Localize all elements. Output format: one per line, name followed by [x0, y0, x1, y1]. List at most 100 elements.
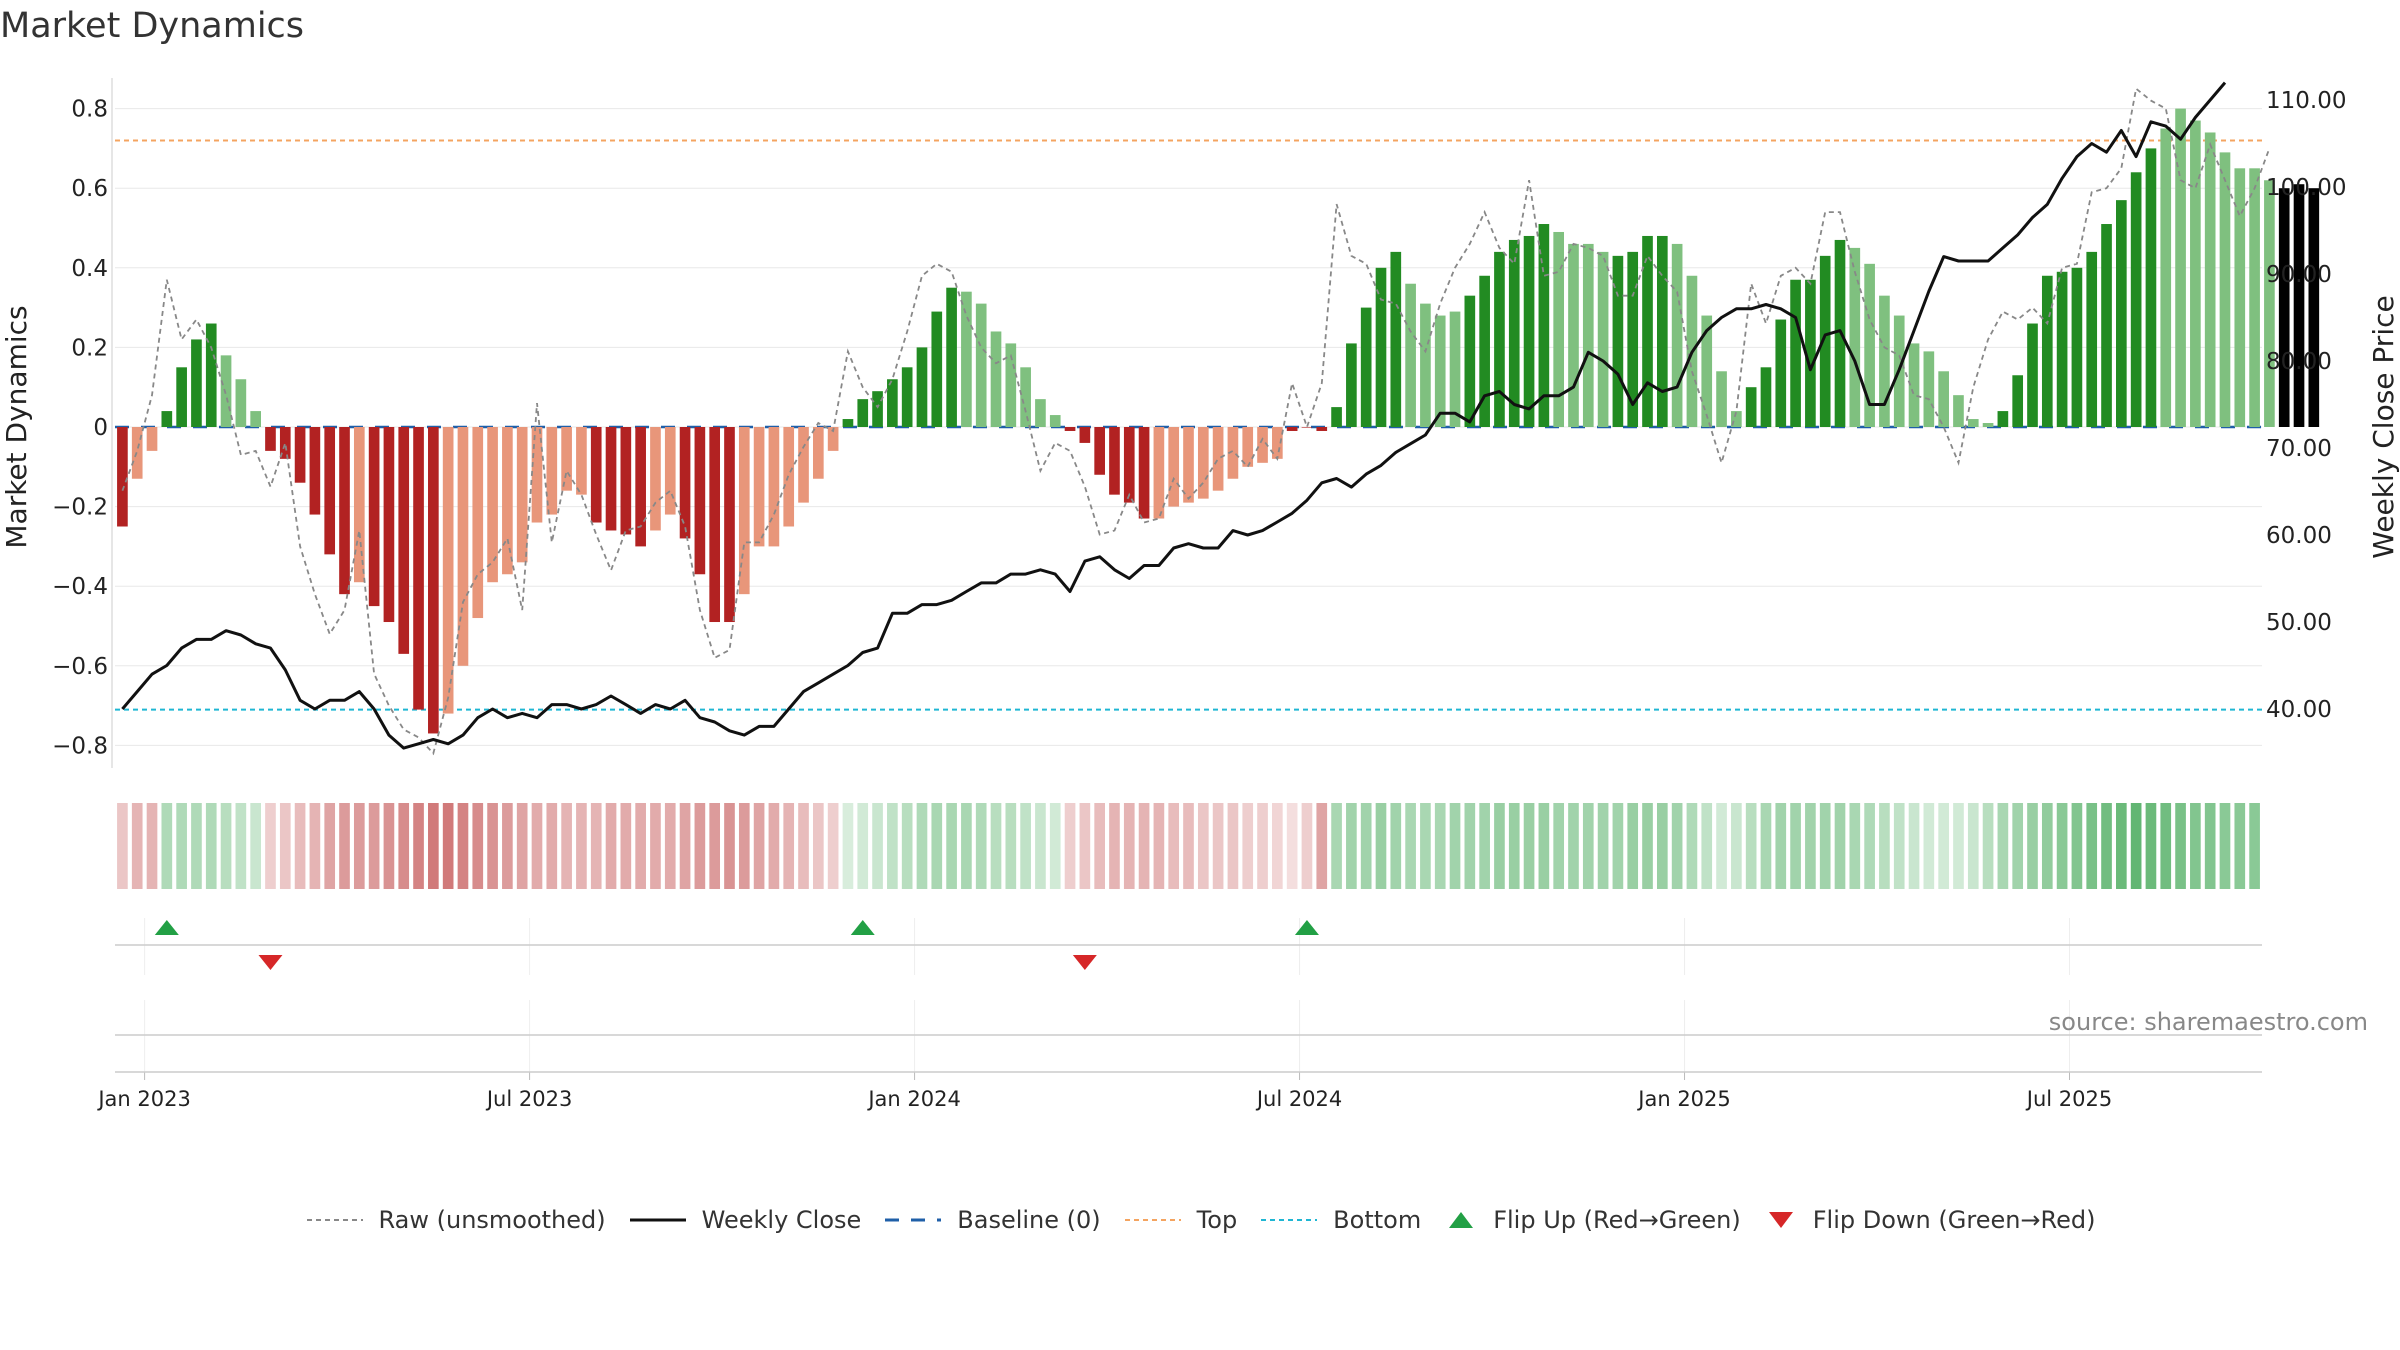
- regime-strip-cell: [1923, 803, 1935, 889]
- y-tick-label: 0: [93, 415, 108, 441]
- momentum-bar: [1064, 427, 1076, 431]
- regime-strip-cell: [1538, 803, 1550, 889]
- y-tick-label: −0.8: [52, 733, 108, 759]
- regime-strip-cell: [2116, 803, 2127, 889]
- regime-strip-cell: [1523, 803, 1535, 889]
- momentum-bar: [1849, 247, 1861, 427]
- regime-strip-cell: [783, 803, 795, 889]
- y-tick-label: 0.6: [71, 176, 108, 202]
- momentum-bar: [309, 427, 321, 515]
- regime-strip-cell: [324, 803, 336, 889]
- momentum-bar: [827, 427, 839, 451]
- regime-strip-cell: [413, 803, 424, 889]
- momentum-bar: [1760, 367, 1772, 427]
- flip-down-marker: [258, 955, 283, 970]
- regime-strip-cell: [1790, 803, 1801, 889]
- momentum-bar: [857, 399, 869, 427]
- momentum-bar: [235, 379, 247, 427]
- regime-strip-cell: [442, 803, 454, 889]
- momentum-bar: [1568, 243, 1579, 427]
- momentum-bar: [872, 391, 883, 427]
- momentum-bar: [1731, 411, 1742, 427]
- regime-strip-cell: [1316, 803, 1328, 889]
- regime-strip-cell: [946, 803, 957, 889]
- momentum-bar: [383, 427, 395, 623]
- momentum-bar: [487, 427, 498, 583]
- regime-strip-cell: [1449, 803, 1461, 889]
- raw-unsmoothed-line: [121, 87, 2271, 756]
- momentum-bar: [1123, 427, 1135, 503]
- momentum-bar: [1227, 427, 1239, 479]
- regime-strip-cell: [1346, 803, 1357, 889]
- x-tick-label: Jul 2025: [2025, 1087, 2112, 1111]
- regime-strip-cell: [842, 803, 854, 889]
- momentum-bar: [2278, 188, 2290, 427]
- momentum-bar: [250, 411, 261, 427]
- regime-strip-cell: [383, 803, 395, 889]
- flip-down-marker: [1072, 955, 1097, 970]
- regime-strip-cell: [546, 803, 558, 889]
- regime-strip-cell: [2027, 803, 2038, 889]
- momentum-bar: [1656, 235, 1668, 427]
- regime-strip-cell: [1272, 803, 1283, 889]
- momentum-bar: [901, 367, 913, 427]
- momentum-bar: [694, 427, 706, 575]
- regime-strip-cell: [220, 803, 232, 889]
- regime-strip-cell: [753, 803, 765, 889]
- x-tick-label: Jan 2024: [866, 1087, 961, 1111]
- regime-strip-cell: [2249, 803, 2260, 889]
- regime-strip-cell: [1390, 803, 1402, 889]
- regime-strip-cell: [1716, 803, 1727, 889]
- momentum-bar: [146, 427, 158, 451]
- momentum-bar: [1879, 295, 1890, 427]
- momentum-bar: [176, 367, 187, 427]
- regime-strip-cell: [872, 803, 883, 889]
- momentum-bar: [635, 427, 646, 547]
- regime-strip-cell: [1731, 803, 1742, 889]
- regime-strip-cell: [650, 803, 661, 889]
- regime-strip-cell: [605, 803, 617, 889]
- regime-strip-cell: [235, 803, 247, 889]
- legend-label: Bottom: [1333, 1206, 1422, 1234]
- regime-strip-cell: [664, 803, 676, 889]
- regime-strip-cell: [694, 803, 706, 889]
- y-right-tick-label: 90.00: [2266, 262, 2332, 288]
- regime-strip-cell: [250, 803, 261, 889]
- momentum-bar: [2041, 275, 2053, 427]
- momentum-bar: [1671, 243, 1683, 427]
- y-tick-label: 0.4: [71, 256, 108, 282]
- regime-strip-cell: [1094, 803, 1105, 889]
- y-tick-label: 0.8: [71, 97, 108, 123]
- legend-item-close: Weekly Close: [628, 1206, 861, 1234]
- momentum-bar: [398, 427, 410, 654]
- regime-strip-cell: [1508, 803, 1520, 889]
- regime-strip-cell: [1982, 803, 1994, 889]
- regime-strip-cell: [2234, 803, 2246, 889]
- momentum-bar: [2308, 188, 2320, 427]
- momentum-bar: [516, 427, 528, 563]
- regime-strip-cell: [1035, 803, 1046, 889]
- regime-strip-cell: [1893, 803, 1905, 889]
- regime-strip-cell: [1819, 803, 1831, 889]
- price-lines: [121, 81, 2271, 756]
- legend-swatch-baseline: [885, 1218, 942, 1222]
- regime-strip-cell: [1286, 803, 1298, 889]
- x-tick-label: Jan 2023: [96, 1087, 191, 1111]
- momentum-bar: [2160, 128, 2172, 427]
- legend-label: Baseline (0): [957, 1206, 1101, 1234]
- regime-strip-cell: [1153, 803, 1165, 889]
- empty-panel: [115, 1000, 2262, 1072]
- regime-strip-cell: [1464, 803, 1476, 889]
- regime-strip-cell: [309, 803, 321, 889]
- regime-strip-cell: [2175, 803, 2186, 889]
- legend-swatch-flip-up: [1449, 1212, 1474, 1228]
- momentum-bar: [413, 427, 424, 710]
- regime-strip-cell: [1582, 803, 1594, 889]
- regime-strip-cell: [2086, 803, 2098, 889]
- regime-strip-cell: [2204, 803, 2216, 889]
- y-right-tick-label: 70.00: [2266, 436, 2332, 462]
- legend-item-bottom: Bottom: [1259, 1206, 1421, 1234]
- y-tick-label: −0.2: [52, 495, 108, 521]
- regime-strip-cell: [487, 803, 498, 889]
- momentum-bar: [1094, 427, 1105, 475]
